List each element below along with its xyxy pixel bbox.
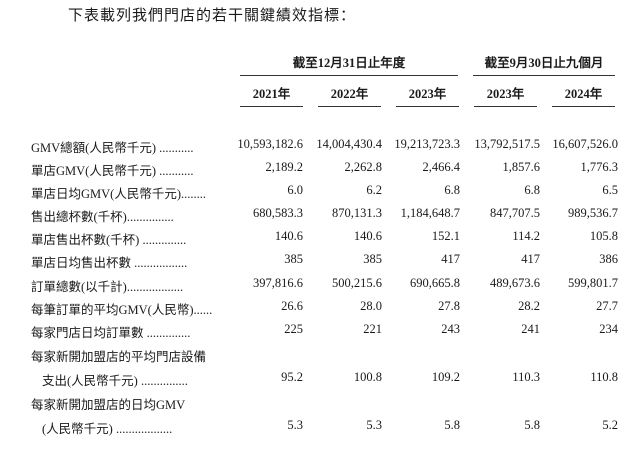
cell-value: 489,673.6: [490, 276, 540, 290]
cell-value: 2,466.4: [422, 160, 461, 174]
cell-value: 14,004,430.4: [316, 137, 382, 151]
cell-value: 1,184,648.7: [400, 206, 460, 220]
cell-value: 105.8: [589, 229, 618, 243]
cell-value: 6.5: [602, 183, 618, 197]
group-header-nine-months: 截至9月30日止九個月: [473, 52, 615, 76]
row-label: 訂單總數(以千計)..................: [31, 280, 184, 294]
table-row: 訂單總數(以千計).................. 397,816.6 500,…: [0, 276, 640, 296]
cell-value: 241: [521, 322, 540, 336]
table-row: 每家新開加盟店的平均門店設備: [0, 346, 640, 366]
row-label: 每家新開加盟店的日均GMV: [31, 398, 186, 412]
cell-value: 243: [441, 322, 460, 336]
table-row: 每家新開加盟店的日均GMV: [0, 394, 640, 414]
cell-value: 500,215.6: [332, 276, 382, 290]
table-row: 支出(人民幣千元) ............... 95.2 100.8 109.2 1…: [0, 370, 640, 390]
cell-value: 225: [284, 322, 303, 336]
intro-text: 下表載列我們門店的若干關鍵績效指標：: [68, 8, 357, 24]
cell-value: 19,213,723.3: [394, 137, 460, 151]
cell-value: 95.2: [281, 370, 303, 384]
cell-value: 110.8: [590, 370, 618, 384]
cell-value: 6.2: [366, 183, 382, 197]
cell-value: 5.2: [602, 418, 618, 432]
table-row: 每家門店日均訂單數 .............. 225 221 243 241 234: [0, 322, 640, 342]
row-label: 每家新開加盟店的平均門店設備: [31, 350, 207, 364]
cell-value: 680,583.3: [253, 206, 303, 220]
cell-value: 2,262.8: [344, 160, 383, 174]
cell-value: 6.0: [287, 183, 303, 197]
cell-value: 847,707.5: [490, 206, 540, 220]
cell-value: 221: [363, 322, 382, 336]
table-row: GMV總額(人民幣千元) ........... 10,593,182.6 14,0…: [0, 137, 640, 157]
year-header: 2021年: [240, 83, 303, 107]
row-label: 單店售出杯數(千杯) ..............: [31, 233, 187, 247]
cell-value: 110.3: [512, 370, 540, 384]
cell-value: 100.8: [353, 370, 382, 384]
cell-value: 28.0: [360, 299, 382, 313]
row-label: 售出總杯數(千杯)...............: [31, 210, 174, 224]
table-row: (人民幣千元) .................. 5.3 5.3 5.8 5.8 5.…: [0, 418, 640, 438]
cell-value: 13,792,517.5: [474, 137, 540, 151]
cell-value: 5.3: [366, 418, 382, 432]
table-row: 售出總杯數(千杯)............... 680,583.3 870,131…: [0, 206, 640, 226]
year-header: 2024年: [552, 83, 615, 107]
cell-value: 140.6: [274, 229, 303, 243]
cell-value: 385: [284, 252, 303, 266]
table-row: 單店日均售出杯數 ................. 385 385 417 417 38…: [0, 252, 640, 272]
cell-value: 417: [521, 252, 540, 266]
cell-value: 870,131.3: [332, 206, 382, 220]
cell-value: 2,189.2: [265, 160, 304, 174]
cell-value: 6.8: [444, 183, 460, 197]
cell-value: 28.2: [518, 299, 540, 313]
row-label: 每筆訂單的平均GMV(人民幣)......: [31, 303, 213, 317]
year-header: 2023年: [474, 83, 537, 107]
cell-value: 989,536.7: [568, 206, 618, 220]
cell-value: 114.2: [512, 229, 540, 243]
group-header-fiscal-year: 截至12月31日止年度: [240, 52, 458, 76]
cell-value: 417: [441, 252, 460, 266]
cell-value: 385: [363, 252, 382, 266]
table-row: 單店售出杯數(千杯) .............. 140.6 140.6 152.1…: [0, 229, 640, 249]
cell-value: 140.6: [353, 229, 382, 243]
row-label: 單店GMV(人民幣千元) ...........: [31, 164, 194, 178]
cell-value: 5.8: [444, 418, 460, 432]
cell-value: 6.8: [524, 183, 540, 197]
cell-value: 27.7: [596, 299, 618, 313]
year-header: 2022年: [318, 83, 381, 107]
cell-value: 152.1: [431, 229, 460, 243]
cell-value: 109.2: [431, 370, 460, 384]
row-label: GMV總額(人民幣千元) ...........: [31, 141, 194, 155]
cell-value: 26.6: [281, 299, 303, 313]
cell-value: 5.8: [524, 418, 540, 432]
year-header: 2023年: [396, 83, 459, 107]
row-label: 支出(人民幣千元) ...............: [42, 374, 188, 388]
row-label: 每家門店日均訂單數 ..............: [31, 326, 191, 340]
cell-value: 16,607,526.0: [552, 137, 618, 151]
cell-value: 1,776.3: [580, 160, 619, 174]
row-label: 單店日均GMV(人民幣千元)........: [31, 187, 206, 201]
cell-value: 397,816.6: [253, 276, 303, 290]
cell-value: 690,665.8: [410, 276, 460, 290]
cell-value: 234: [599, 322, 618, 336]
row-label: (人民幣千元) ..................: [42, 422, 173, 436]
cell-value: 10,593,182.6: [237, 137, 303, 151]
table-row: 單店GMV(人民幣千元) ........... 2,189.2 2,262.8 2,…: [0, 160, 640, 180]
cell-value: 1,857.6: [502, 160, 541, 174]
table-row: 單店日均GMV(人民幣千元)........ 6.0 6.2 6.8 6.8 6.5: [0, 183, 640, 203]
cell-value: 5.3: [287, 418, 303, 432]
cell-value: 599,801.7: [568, 276, 618, 290]
row-label: 單店日均售出杯數 .................: [31, 256, 188, 270]
cell-value: 27.8: [438, 299, 460, 313]
table-row: 每筆訂單的平均GMV(人民幣)...... 26.6 28.0 27.8 28.2 27.…: [0, 299, 640, 319]
cell-value: 386: [599, 252, 618, 266]
